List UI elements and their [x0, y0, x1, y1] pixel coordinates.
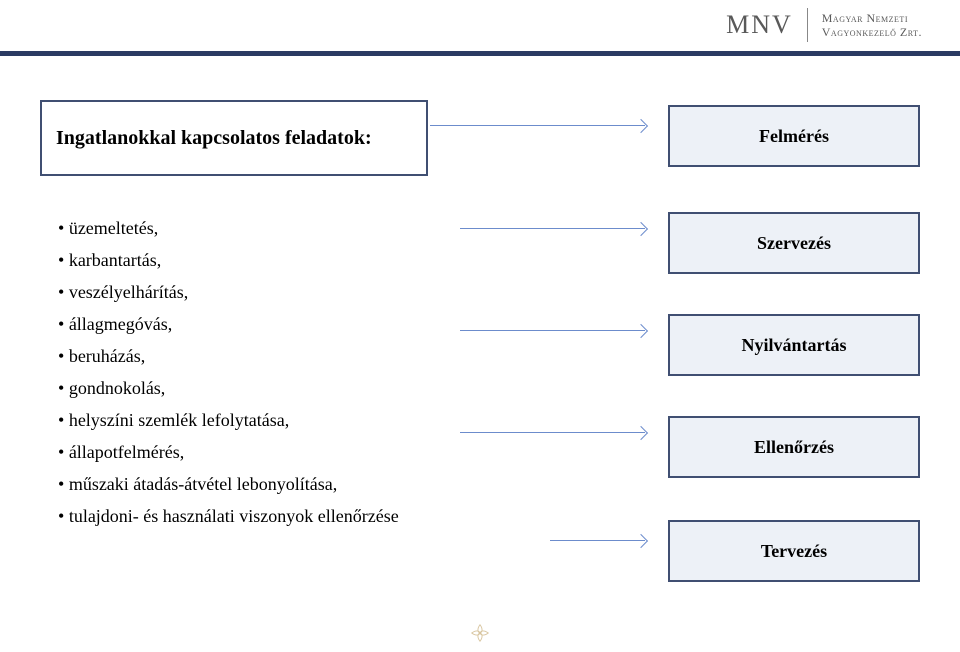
list-item: helyszíni szemlék lefolytatása, [58, 404, 418, 436]
task-bullets: üzemeltetés, karbantartás, veszélyelhárí… [58, 212, 418, 532]
stage-box-3: Ellenőrzés [668, 416, 920, 478]
arrow-shaft [550, 540, 645, 541]
list-item: tulajdoni- és használati viszonyok ellen… [58, 500, 418, 532]
arrow-shaft [460, 228, 645, 229]
stage-label: Szervezés [757, 233, 831, 254]
arrow-head-icon [634, 534, 648, 548]
footer-ornament-icon [469, 622, 491, 644]
list-item: veszélyelhárítás, [58, 276, 418, 308]
stage-box-4: Tervezés [668, 520, 920, 582]
title-box: Ingatlanokkal kapcsolatos feladatok: [40, 100, 428, 176]
arrow-head-icon [634, 426, 648, 440]
brand-mark: MNV [726, 10, 793, 40]
list-item: beruházás, [58, 340, 418, 372]
brand-text: Magyar Nemzeti Vagyonkezelő Zrt. [822, 11, 922, 39]
arrow-head-icon [634, 324, 648, 338]
stage-label: Nyilvántartás [742, 335, 847, 356]
brand-line2: Vagyonkezelő Zrt. [822, 25, 922, 39]
list-item: állagmegóvás, [58, 308, 418, 340]
arrow-head-icon [634, 119, 648, 133]
list-item: gondnokolás, [58, 372, 418, 404]
list-item: karbantartás, [58, 244, 418, 276]
stage-label: Tervezés [761, 541, 827, 562]
stage-label: Felmérés [759, 126, 829, 147]
title-text: Ingatlanokkal kapcsolatos feladatok: [56, 127, 372, 150]
brand-line1: Magyar Nemzeti [822, 11, 908, 25]
arrow-shaft [430, 125, 645, 126]
stage-box-2: Nyilvántartás [668, 314, 920, 376]
brand-divider [807, 8, 808, 42]
header-rule [0, 51, 960, 56]
brand-header: MNV Magyar Nemzeti Vagyonkezelő Zrt. [726, 8, 922, 42]
stage-label: Ellenőrzés [754, 437, 834, 458]
list-item: állapotfelmérés, [58, 436, 418, 468]
arrow-shaft [460, 432, 645, 433]
list-item: műszaki átadás-átvétel lebonyolítása, [58, 468, 418, 500]
stage-box-1: Szervezés [668, 212, 920, 274]
stage-box-0: Felmérés [668, 105, 920, 167]
arrow-head-icon [634, 222, 648, 236]
arrow-shaft [460, 330, 645, 331]
list-item: üzemeltetés, [58, 212, 418, 244]
